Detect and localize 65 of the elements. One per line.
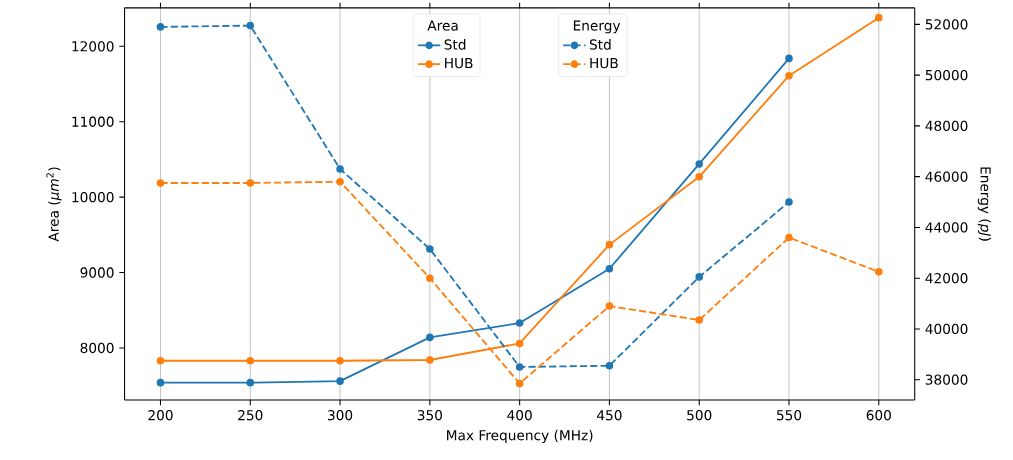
x-tick-label: 250	[238, 410, 263, 421]
y2-tick-label: 38000	[925, 374, 968, 385]
point	[426, 333, 434, 342]
y2-tick-label: 44000	[925, 222, 968, 233]
y-tick-label: 10000	[72, 191, 114, 203]
point	[515, 339, 524, 348]
legend-label: Std	[589, 39, 611, 50]
y2-axis-title: Energy (pJ)	[977, 167, 992, 241]
point	[875, 13, 883, 22]
point	[336, 177, 344, 186]
point	[785, 198, 793, 206]
point	[605, 302, 614, 310]
x-axis-title: Max Frequency (MHz)	[447, 429, 593, 444]
point	[515, 363, 524, 371]
point	[515, 379, 524, 388]
point	[246, 179, 255, 187]
y2-tick-label: 52000	[925, 19, 968, 30]
y2-tick-label: 50000	[925, 69, 968, 81]
point	[515, 319, 524, 327]
x-tick-label: 450	[597, 410, 622, 421]
text: Energy	[573, 20, 621, 34]
x-tick-label: 500	[687, 410, 712, 421]
y-tick-label: 9000	[80, 267, 114, 278]
y-tick-label: 11000	[72, 116, 114, 127]
x-tick-label: 200	[148, 410, 173, 421]
point	[426, 274, 434, 282]
x-tick-label: 300	[328, 410, 353, 421]
text: Area	[427, 20, 458, 31]
point	[695, 316, 704, 324]
y-axis-title: Area (μm$^{2}$)	[46, 167, 62, 242]
point	[426, 356, 434, 364]
point	[605, 265, 614, 273]
point	[336, 377, 344, 385]
point	[695, 160, 704, 168]
point	[605, 240, 614, 249]
point	[246, 357, 255, 365]
point	[156, 378, 165, 387]
y-tick-label: 8000	[80, 342, 114, 354]
point	[156, 23, 165, 31]
point	[785, 71, 793, 80]
point	[336, 165, 344, 173]
point	[695, 173, 704, 181]
y2-tick-label: 42000	[925, 273, 968, 284]
x-tick-label: 600	[866, 410, 891, 421]
point	[156, 357, 165, 365]
point	[695, 273, 704, 281]
point	[785, 233, 793, 242]
legend-label: Std	[444, 39, 466, 50]
y-tick-label: 12000	[72, 41, 114, 52]
x-tick-label: 400	[507, 410, 532, 421]
point	[246, 378, 255, 387]
point	[605, 361, 614, 370]
point	[875, 268, 883, 276]
legend-label: HUB	[445, 58, 473, 69]
y2-tick-label: 46000	[925, 171, 968, 182]
point	[246, 21, 255, 30]
y2-tick-label: 48000	[925, 120, 968, 132]
point	[156, 179, 165, 187]
legend-label: HUB	[590, 58, 618, 69]
point	[785, 54, 793, 63]
point	[426, 245, 434, 253]
x-tick-label: 350	[417, 410, 442, 421]
x-tick-label: 550	[776, 410, 802, 421]
y2-tick-label: 40000	[925, 323, 968, 335]
point	[336, 357, 344, 365]
